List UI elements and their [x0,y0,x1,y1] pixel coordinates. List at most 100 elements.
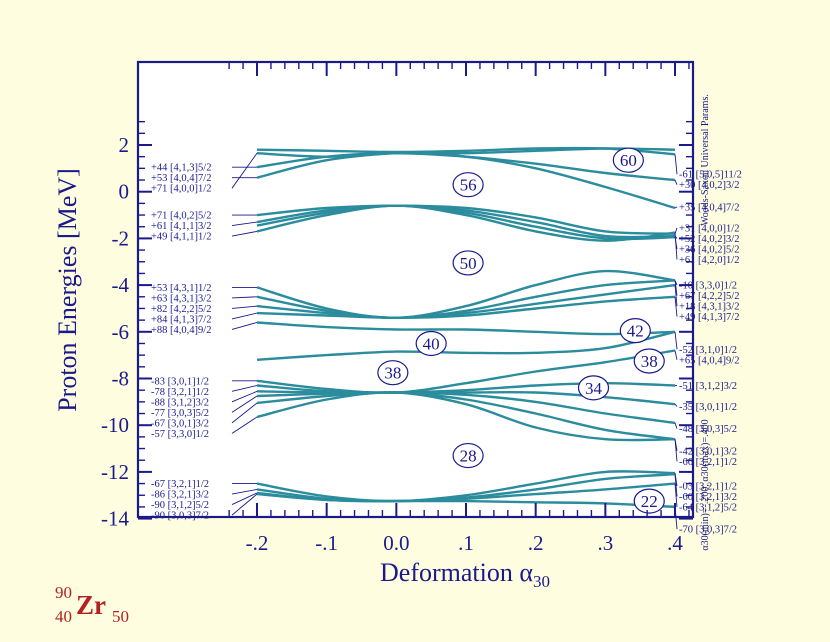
gap-circle [452,250,484,276]
y-tick-label: -2 [112,226,130,250]
level-curve [256,151,676,210]
gap-circle [452,442,484,469]
right-level-label: +18 [4,3,1]3/2 [679,302,739,313]
left-level-label: -78 [3,2,1]1/2 [151,387,209,398]
right-level-label: -51 [3,1,2]3/2 [679,381,737,392]
left-level-label: -83 [3,0,1]1/2 [151,376,209,387]
left-level-label: -67 [3,0,1]3/2 [151,418,209,429]
left-leader-line [231,221,258,227]
x-tick-label: .2 [528,531,544,555]
right-leader-line [674,232,678,260]
level-curve [256,204,676,239]
level-curve [256,391,676,441]
left-leader-line [231,493,258,516]
gap-label: 22 [641,492,658,511]
left-leader-line [231,402,258,424]
y-tick-label: -4 [112,273,130,297]
level-curve [256,321,676,336]
x-tick-label: .3 [597,531,613,555]
gap-label: 50 [460,254,477,273]
left-leader-line [231,312,258,320]
y-tick-label: 2 [119,133,130,157]
right-leader-line [674,350,678,360]
level-curve [256,349,676,394]
level-curve [256,470,676,503]
left-level-labels: +44 [4,1,3]5/2+53 [4,0,4]7/2+71 [4,0,0]1… [151,152,258,522]
right-level-label: +31 [4,0,0]1/2 [679,223,739,234]
left-level-label: -90 [3,1,2]5/2 [151,500,209,511]
right-level-label: -48 [3,0,3]5/2 [679,424,737,435]
right-level-label: +61 [4,2,0]1/2 [679,255,739,266]
right-level-label: +49 [4,1,3]7/2 [679,312,739,323]
right-level-label: -52 [3,1,0]1/2 [679,345,737,356]
y-tick-label: -14 [101,507,129,531]
right-leader-line [674,285,678,307]
right-level-label: -60 [3,2,1]3/2 [679,492,737,503]
gap-label: 56 [460,176,477,195]
left-leader-line [231,385,258,392]
right-leader-line [674,154,678,175]
gap-circle [415,330,447,357]
x-tick-label: -.1 [315,531,338,555]
axis-ticks: -.2 -.1 0.0 .1 .2 .3 .4 2 0 -2 -4 -6 -8 -10 -12 -14 [101,62,693,555]
gap-circle [612,147,644,173]
right-level-labels: -61 [5,0,5]11/2+30 [4,0,2]3/2 +35 [4,0,4]… [674,154,742,536]
gap-label: 60 [620,151,637,170]
level-curve [256,204,676,235]
right-level-label: +36 [4,0,2]5/2 [679,244,739,255]
level-curve [256,391,676,425]
level-curve [256,330,676,361]
level-curve [256,283,676,320]
level-curve [256,204,676,242]
right-leader-line [674,179,678,185]
range-note: α30(min)=-.200, α30(max)=.400 [700,419,711,550]
level-curves [256,146,676,509]
x-axis-title: Deformation α30 [380,558,550,591]
right-leader-line [674,296,678,317]
left-level-label: -77 [3,0,3]5/2 [151,408,209,419]
right-leader-line [674,422,678,429]
level-curve [256,295,676,320]
right-level-label: -42 [3,0,1]3/2 [679,446,737,457]
left-level-label: -88 [3,1,2]3/2 [151,397,209,408]
nucleus-neutrons: 50 [112,607,129,626]
left-level-label: -90 [3,0,3]7/2 [151,511,209,522]
right-level-label: -10 [3,3,0]1/2 [679,281,737,292]
right-level-label: +67 [4,2,2]5/2 [679,291,739,302]
right-level-label: +65 [4,0,4]9/2 [679,355,739,366]
y-tick-label: -6 [112,320,130,344]
plot-area [138,62,693,517]
left-level-label: +84 [4,1,3]7/2 [151,314,211,325]
left-level-label: -57 [3,3,0]1/2 [151,429,209,440]
right-level-label: +30 [4,0,2]3/2 [679,180,739,191]
left-leader-line [231,395,258,413]
right-leader-line [674,280,678,296]
right-level-label: -64 [3,1,2]5/2 [679,502,737,513]
gap-circle [377,360,409,386]
right-leader-line [674,439,678,462]
x-tick-label: 0.0 [383,531,409,555]
gap-label: 38 [384,364,401,383]
right-leader-line [674,331,678,350]
left-level-label: +63 [4,3,1]3/2 [151,293,211,304]
nucleus-charge: 40 [55,607,72,626]
right-level-label: +52 [4,0,2]3/2 [679,234,739,245]
left-leader-line [231,322,258,330]
gap-circle [633,348,665,374]
left-level-label: +82 [4,2,2]5/2 [151,304,211,315]
right-level-label: -61 [5,0,5]11/2 [679,170,742,181]
level-curve [256,269,676,320]
left-leader-line [231,305,258,309]
right-leader-line [674,206,678,209]
gap-label: 28 [460,447,477,466]
x-tick-label: -.2 [246,531,269,555]
y-tick-label: 0 [119,180,130,204]
nucleus-mass: 90 [55,583,72,602]
y-axis-title: Proton Energies [MeV] [53,168,82,412]
y-tick-label: -8 [112,367,130,391]
gap-label: 34 [585,379,603,398]
right-level-label: -66 [3,2,1]1/2 [679,457,737,468]
gap-label: 42 [627,322,644,341]
left-leader-line [231,152,258,189]
left-leader-line [231,390,258,403]
